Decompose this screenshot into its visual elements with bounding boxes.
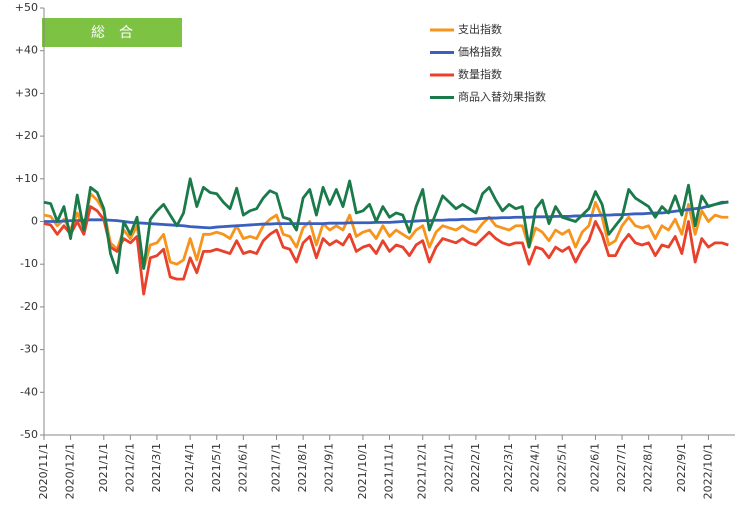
y-tick-label: -40 <box>20 385 38 398</box>
x-tick-label: 2021/5/1 <box>210 443 223 492</box>
x-tick-label: 2021/6/1 <box>236 443 249 492</box>
x-tick-label: 2021/12/1 <box>416 443 429 499</box>
x-tick-label: 2022/7/1 <box>615 443 628 492</box>
x-tick-label: 2022/1/1 <box>442 443 455 492</box>
x-tick-label: 2021/2/1 <box>123 443 136 492</box>
y-tick-label: -10 <box>20 257 38 270</box>
x-tick-label: 2021/3/1 <box>150 443 163 492</box>
x-tick-label: 2022/6/1 <box>588 443 601 492</box>
x-tick-label: 2022/3/1 <box>502 443 515 492</box>
y-tick-label: 0 <box>31 215 38 228</box>
series-line <box>43 177 729 275</box>
legend-label: 支出指数 <box>458 22 502 36</box>
series-line <box>43 192 729 270</box>
x-tick-label: 2020/12/1 <box>64 443 77 499</box>
legend-label: 価格指数 <box>458 45 502 59</box>
x-tick-label: 2022/2/1 <box>469 443 482 492</box>
series-line <box>43 205 729 296</box>
x-tick-label: 2021/4/1 <box>183 443 196 492</box>
x-tick-label: 2021/7/1 <box>270 443 283 492</box>
x-tick-label: 2021/11/1 <box>383 443 396 499</box>
x-tick-label: 2022/5/1 <box>555 443 568 492</box>
y-tick-label: -20 <box>20 300 38 313</box>
x-tick-label: 2022/10/1 <box>701 443 714 499</box>
y-tick-label: -50 <box>20 428 38 441</box>
x-tick-label: 2021/10/1 <box>356 443 369 499</box>
legend-label: 商品入替効果指数 <box>458 90 546 104</box>
x-tick-label: 2022/8/1 <box>642 443 655 492</box>
y-tick-label: +30 <box>15 86 38 99</box>
x-tick-label: 2022/4/1 <box>529 443 542 492</box>
x-tick-label: 2021/8/1 <box>296 443 309 492</box>
chart-title: 総 合 <box>91 25 133 41</box>
x-tick-label: 2021/1/1 <box>97 443 110 492</box>
series-line <box>44 200 729 230</box>
legend-label: 数量指数 <box>458 67 502 81</box>
y-tick-label: +40 <box>15 44 38 57</box>
title-box <box>42 18 182 47</box>
x-tick-label: 2021/9/1 <box>323 443 336 492</box>
y-tick-label: +20 <box>15 129 38 142</box>
y-tick-label: +50 <box>15 1 38 14</box>
x-tick-label: 2022/9/1 <box>675 443 688 492</box>
y-tick-label: -30 <box>20 343 38 356</box>
y-tick-label: +10 <box>15 172 38 185</box>
x-tick-label: 2020/11/1 <box>37 443 50 499</box>
